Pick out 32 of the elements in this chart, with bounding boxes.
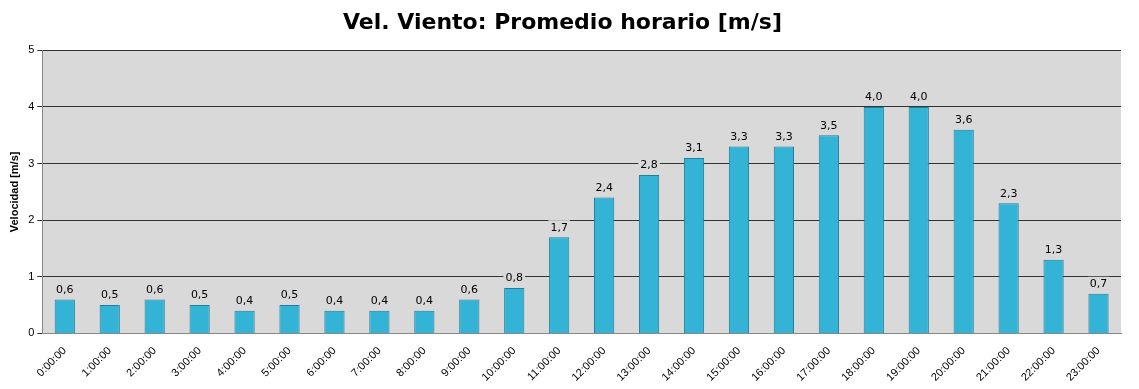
data-label: 0,7 (1089, 277, 1108, 291)
data-label: 0,6 (145, 282, 164, 296)
data-label: 0,4 (415, 294, 434, 308)
y-tick-label: 2 (28, 213, 35, 226)
data-label: 0,5 (100, 288, 119, 302)
y-tick-label: 5 (28, 43, 35, 56)
y-tick-label: 0 (28, 326, 35, 339)
y-tick-label: 1 (28, 269, 35, 282)
data-label: 3,5 (820, 118, 838, 132)
data-label: 0,5 (280, 288, 299, 302)
data-label: 3,1 (685, 141, 703, 155)
y-tick-label: 3 (28, 156, 35, 169)
data-label: 3,3 (730, 129, 748, 143)
data-label: 0,5 (190, 288, 209, 302)
data-label: 0,8 (505, 271, 523, 285)
data-label: 2,3 (999, 186, 1018, 200)
y-tick-label: 4 (28, 100, 35, 113)
data-label: 1,3 (1044, 243, 1063, 257)
data-label: 3,3 (775, 129, 793, 143)
data-label: 2,8 (640, 158, 658, 172)
data-label: 3,6 (954, 113, 973, 126)
chart-title: Vel. Viento: Promedio horario [m/s] (343, 8, 782, 34)
data-label: 2,4 (595, 180, 613, 194)
data-label: 0,6 (56, 282, 74, 296)
data-label: 4,0 (865, 90, 883, 104)
data-label: 0,4 (325, 294, 344, 308)
data-label: 0,4 (370, 294, 389, 308)
data-label: 1,7 (550, 220, 568, 234)
data-label: 0,4 (235, 294, 254, 308)
data-label: 4,0 (910, 90, 928, 104)
y-axis-title: Velocidad [m/s] (7, 151, 20, 233)
data-label: 0,6 (460, 282, 479, 296)
